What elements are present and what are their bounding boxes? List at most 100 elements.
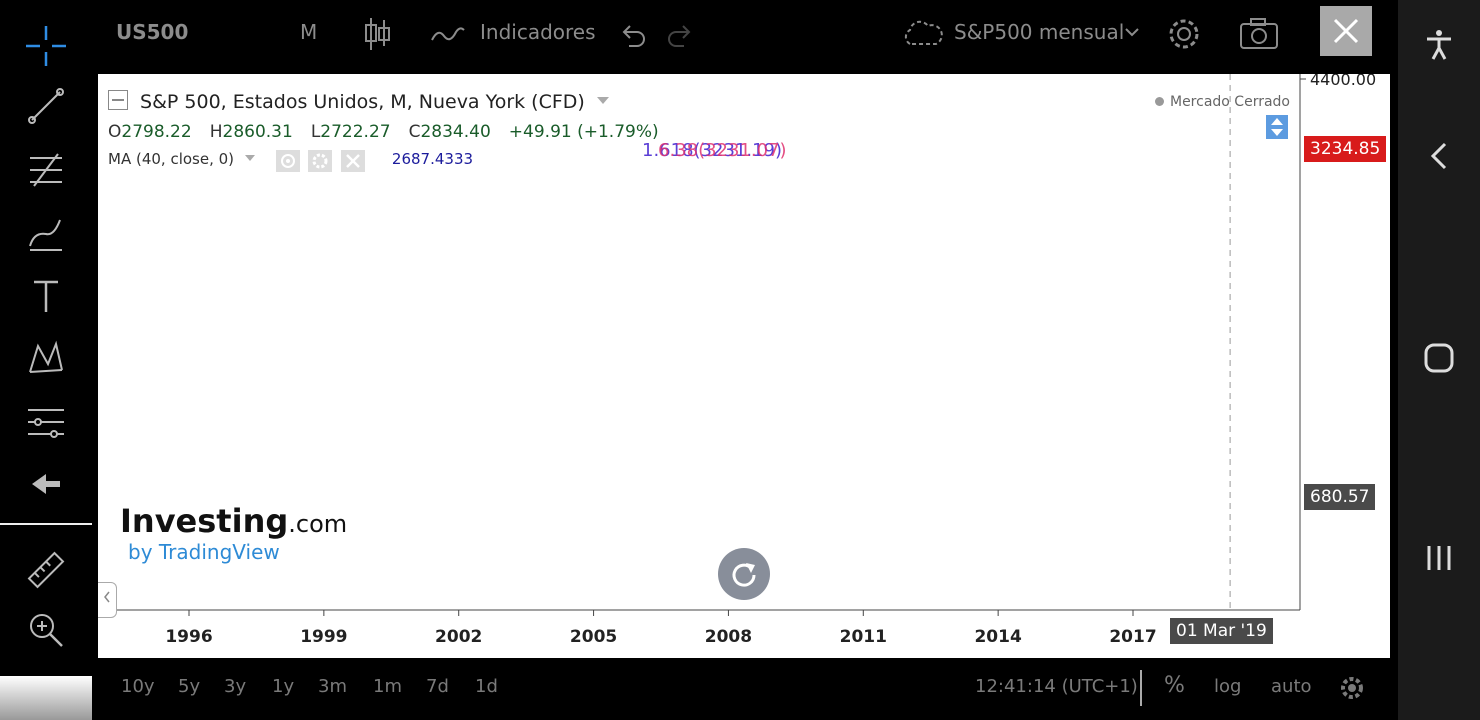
- x-tick-label: 2017: [1109, 627, 1156, 647]
- market-status: Mercado Cerrado: [1154, 94, 1290, 110]
- undo-icon[interactable]: [617, 20, 647, 52]
- chevron-left-icon: [104, 591, 110, 603]
- cloud-icon[interactable]: [900, 16, 944, 54]
- chart-header-toolbar: US500 M Indicadores S&P500 mensual: [92, 0, 1398, 72]
- current-price-tag: 3234.85: [1304, 136, 1387, 162]
- fib-label-blue: 1.618(3231.19): [642, 140, 783, 161]
- legend-title: S&P 500, Estados Unidos, M, Nueva York (…: [140, 91, 585, 113]
- reset-chart-button[interactable]: [718, 548, 770, 600]
- candle-type-icon[interactable]: [362, 16, 392, 56]
- settings-icon[interactable]: [308, 150, 333, 172]
- collapse-toolbar-button[interactable]: [98, 582, 117, 618]
- investing-logo: Investing.com: [120, 502, 347, 540]
- bottom-divider: [1140, 670, 1142, 706]
- open-value: 2798.22: [121, 122, 192, 142]
- logo-brand: Investing: [120, 502, 289, 540]
- fib-retracement-icon[interactable]: [18, 148, 74, 192]
- y-tick-label: 4400.00: [1310, 74, 1376, 89]
- open-label: O: [108, 122, 122, 142]
- back-icon[interactable]: [1415, 132, 1463, 180]
- recent-apps-icon[interactable]: [1415, 534, 1463, 582]
- price-scale[interactable]: [1300, 74, 1390, 658]
- legend-title-row: S&P 500, Estados Unidos, M, Nueva York (…: [108, 90, 611, 113]
- bottom-toolbar: 10y 5y 3y 1y 3m 1m 7d 1d 12:41:14 (UTC+1…: [92, 658, 1398, 720]
- crosshair-icon[interactable]: [18, 24, 74, 68]
- price-chart[interactable]: 1ó3ba2ó41212x34x345 490.00640.00800.0011…: [98, 74, 1390, 658]
- cursor-price-tag: 680.57: [1304, 484, 1376, 510]
- change-value: +49.91 (+1.79%): [508, 122, 659, 142]
- pattern-icon[interactable]: [18, 336, 74, 380]
- chart-panel[interactable]: 1ó3ba2ó41212x34x345 490.00640.00800.0011…: [98, 74, 1390, 658]
- log-toggle[interactable]: log: [1214, 676, 1242, 697]
- system-nav-bar: [1398, 0, 1480, 720]
- camera-icon[interactable]: [1238, 16, 1280, 56]
- redo-icon[interactable]: [666, 20, 696, 52]
- fib-label: 1.618(3231.19) 6.38(3231.07): [642, 140, 787, 161]
- collapse-legend-icon[interactable]: [108, 90, 128, 110]
- close-value: 2834.40: [420, 122, 491, 142]
- ruler-icon[interactable]: [18, 548, 74, 592]
- auto-toggle[interactable]: auto: [1271, 676, 1312, 697]
- symbol-selector[interactable]: US500: [116, 20, 189, 44]
- x-tick-label: 2002: [435, 627, 482, 647]
- low-label: L: [310, 122, 321, 142]
- gear-icon[interactable]: [1338, 674, 1366, 706]
- ma-label: MA (40, close, 0): [108, 150, 235, 168]
- trend-line-icon[interactable]: [18, 84, 74, 128]
- x-tick-label: 2005: [570, 627, 617, 647]
- close-label: C: [408, 122, 421, 142]
- accessibility-icon[interactable]: [1415, 20, 1463, 68]
- clock-time[interactable]: 12:41:14 (UTC+1): [975, 676, 1138, 697]
- market-status-text: Mercado Cerrado: [1169, 94, 1290, 110]
- range-3m[interactable]: 3m: [318, 676, 347, 697]
- x-tick-label: 1996: [165, 627, 212, 647]
- tradingview-credit: by TradingView: [128, 540, 280, 564]
- close-button[interactable]: [1320, 6, 1372, 56]
- cursor-date-tag: 01 Mar '19: [1170, 618, 1273, 644]
- range-1d[interactable]: 1d: [475, 676, 498, 697]
- status-dot-icon: [1154, 97, 1164, 106]
- drawing-toolbar: [0, 0, 92, 720]
- toolbar-bottom-fade: [0, 676, 92, 720]
- range-1y[interactable]: 1y: [272, 676, 295, 697]
- chevron-down-icon[interactable]: [1122, 22, 1142, 46]
- range-5y[interactable]: 5y: [178, 676, 201, 697]
- layout-name[interactable]: S&P500 mensual: [954, 20, 1125, 44]
- home-icon[interactable]: [1415, 334, 1463, 382]
- percent-toggle[interactable]: %: [1164, 673, 1185, 698]
- high-value: 2860.31: [222, 122, 293, 142]
- x-tick-label: 1999: [300, 627, 347, 647]
- range-1m[interactable]: 1m: [373, 676, 402, 697]
- high-label: H: [209, 122, 223, 142]
- x-tick-label: 2008: [705, 627, 752, 647]
- logo-suffix: .com: [288, 510, 348, 538]
- x-tick-label: 2011: [840, 627, 887, 647]
- chevron-down-icon[interactable]: [243, 152, 257, 164]
- gear-icon[interactable]: [1164, 14, 1204, 58]
- text-tool-icon[interactable]: [18, 274, 74, 318]
- interval-selector[interactable]: M: [300, 20, 318, 44]
- visibility-icon[interactable]: [275, 150, 300, 172]
- chevron-down-icon[interactable]: [595, 94, 611, 108]
- ma-value: 2687.4333: [391, 150, 474, 168]
- close-icon: [1333, 18, 1359, 44]
- toolbar-divider: [0, 523, 92, 525]
- range-10y[interactable]: 10y: [121, 676, 155, 697]
- range-7d[interactable]: 7d: [426, 676, 449, 697]
- arrow-left-icon[interactable]: [18, 462, 74, 506]
- reset-icon: [732, 563, 756, 587]
- zoom-in-icon[interactable]: [18, 608, 74, 652]
- measure-lines-icon[interactable]: [18, 400, 74, 444]
- fib-label-red: 6.38(3231.07): [658, 140, 787, 161]
- remove-icon[interactable]: [341, 150, 366, 172]
- brush-icon[interactable]: [18, 212, 74, 256]
- double-arrow-icon: [1271, 118, 1283, 136]
- range-3y[interactable]: 3y: [224, 676, 247, 697]
- indicators-icon[interactable]: [430, 22, 466, 50]
- indicators-button[interactable]: Indicadores: [480, 20, 596, 44]
- scroll-to-latest-button[interactable]: [1266, 115, 1288, 139]
- x-tick-label: 2014: [974, 627, 1021, 647]
- ohlc-row: O2798.22 H2860.31 L2722.27 C2834.40 +49.91 (…: [108, 120, 659, 142]
- ma-row: MA (40, close, 0) 2687.4333: [108, 150, 473, 172]
- low-value: 2722.27: [320, 122, 391, 142]
